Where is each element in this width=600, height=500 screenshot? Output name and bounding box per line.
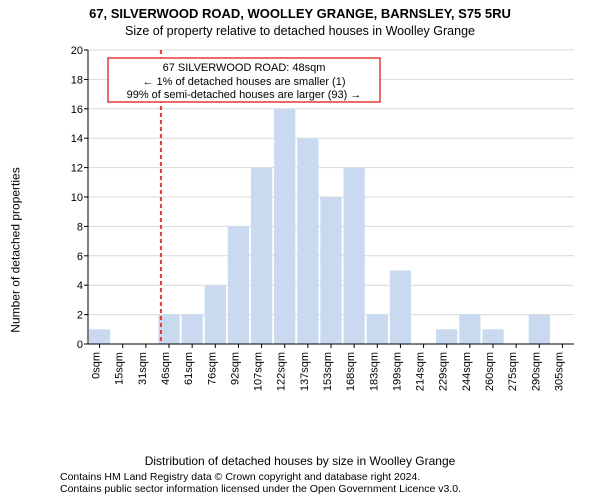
x-tick-label: 92sqm (229, 352, 241, 385)
x-tick-label: 76sqm (206, 352, 218, 385)
x-tick-label: 122sqm (276, 352, 288, 391)
chart-main-title: 67, SILVERWOOD ROAD, WOOLLEY GRANGE, BAR… (0, 6, 600, 21)
y-tick-label: 10 (71, 192, 83, 204)
x-tick-label: 229sqm (438, 352, 450, 391)
y-axis-label: Number of detached properties (9, 167, 23, 332)
x-tick-label: 183sqm (368, 352, 380, 391)
x-tick-label: 46sqm (160, 352, 172, 385)
x-tick-label: 107sqm (253, 352, 265, 391)
y-tick-label: 18 (71, 74, 83, 86)
histogram-bar (205, 285, 226, 344)
chart-frame: 67, SILVERWOOD ROAD, WOOLLEY GRANGE, BAR… (0, 0, 600, 500)
y-tick-label: 14 (71, 133, 83, 145)
y-tick-label: 20 (71, 46, 83, 57)
x-tick-label: 275sqm (507, 352, 519, 391)
chart-svg: 0 2 4 6 8 10 12 14 16 18 20 0sqm 15sqm 31sqm 46sqm 61sq… (60, 46, 580, 396)
x-tick-label: 244sqm (461, 352, 473, 391)
x-tick-label: 31sqm (137, 352, 149, 385)
x-axis-label: Distribution of detached houses by size … (0, 454, 600, 468)
y-tick-label: 2 (77, 310, 83, 322)
y-tick-label: 16 (71, 104, 83, 116)
x-tick-label: 15sqm (114, 352, 126, 385)
histogram-bar (320, 197, 341, 344)
y-tick-label: 4 (77, 280, 83, 292)
attribution-text: Contains HM Land Registry data © Crown c… (60, 471, 461, 496)
annotation-line3: 99% of semi-detached houses are larger (… (127, 89, 362, 101)
x-tick-label: 168sqm (345, 352, 357, 391)
histogram-bar (529, 315, 550, 344)
y-tick-label: 12 (71, 163, 83, 175)
chart-subtitle: Size of property relative to detached ho… (0, 24, 600, 38)
histogram-bar (436, 329, 457, 344)
histogram-bar (390, 271, 411, 345)
x-tick-label: 153sqm (322, 352, 334, 391)
histogram-bar (367, 315, 388, 344)
histogram-bar (482, 329, 503, 344)
attribution-line2: Contains public sector information licen… (60, 483, 461, 496)
x-tick-label: 290sqm (530, 352, 542, 391)
histogram-bar (459, 315, 480, 344)
x-tick-label: 137sqm (299, 352, 311, 391)
histogram-bar (343, 168, 364, 344)
x-tick-label: 61sqm (183, 352, 195, 385)
y-tick-label: 0 (77, 339, 83, 351)
x-tick-label: 305sqm (553, 352, 565, 391)
x-tick-label: 214sqm (415, 352, 427, 391)
histogram-bar (181, 315, 202, 344)
y-tick-label: 6 (77, 251, 83, 263)
annotation-line2: ← 1% of detached houses are smaller (1) (143, 76, 346, 88)
x-tick-label: 199sqm (391, 352, 403, 391)
x-tick-label: 260sqm (484, 352, 496, 391)
histogram-bar (297, 138, 318, 344)
x-tick-label: 0sqm (91, 352, 103, 379)
histogram-bar (251, 168, 272, 344)
annotation-line1: 67 SILVERWOOD ROAD: 48sqm (163, 62, 326, 74)
attribution-line1: Contains HM Land Registry data © Crown c… (60, 471, 461, 484)
plot-area: 0 2 4 6 8 10 12 14 16 18 20 0sqm 15sqm 31sqm 46sqm 61sq… (60, 46, 580, 396)
y-tick-label: 8 (77, 221, 83, 233)
histogram-bar (274, 109, 295, 344)
histogram-bar (89, 329, 110, 344)
histogram-bar (228, 226, 249, 344)
